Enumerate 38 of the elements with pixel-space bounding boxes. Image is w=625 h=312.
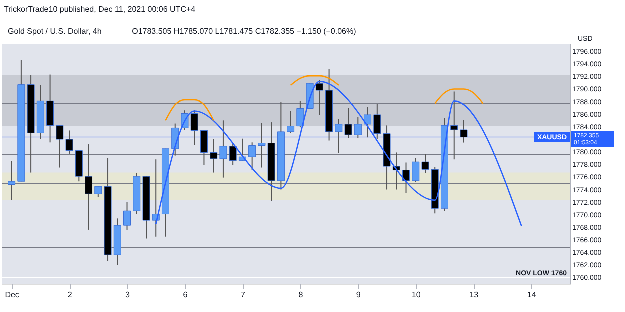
x-tick-label: 2: [68, 290, 73, 300]
candlestick: [85, 144, 93, 230]
candlestick: [229, 142, 237, 166]
chart-title: Gold Spot / U.S. Dollar, 4h: [8, 27, 102, 36]
candlestick: [412, 158, 420, 183]
candlestick: [56, 125, 64, 168]
candlestick: [354, 117, 362, 139]
candlestick: [335, 118, 343, 154]
candlestick: [8, 160, 16, 201]
x-tick-label: 9: [356, 290, 362, 300]
x-tick-label: 8: [298, 290, 304, 300]
chart-subtitle: O1783.505 H1785.070 L1781.475 C1782.355 −1.150 (−0.06%): [132, 27, 357, 36]
candlestick: [287, 110, 295, 134]
candlestick: [344, 108, 352, 139]
x-tick-label: 3: [126, 290, 131, 300]
x-tick-label: 14: [527, 290, 537, 300]
candlestick: [402, 162, 410, 194]
candlestick: [220, 120, 228, 178]
candlestick: [450, 91, 458, 160]
candlestick: [364, 106, 372, 138]
candlestick: [460, 120, 468, 144]
text: TrickorTrade10 published, Dec 11, 2021 00:06 UTC+4: [4, 5, 196, 14]
candlestick: [124, 202, 132, 230]
candlestick: [210, 138, 218, 174]
candlestick: [94, 186, 102, 198]
line-series: [155, 81, 522, 227]
candlestick: [248, 142, 256, 171]
x-tick-label: 6: [183, 290, 188, 300]
candlestick: [316, 80, 324, 116]
candlestick: [422, 153, 430, 174]
candlestick: [66, 130, 74, 154]
candlestick: [200, 130, 208, 166]
x-tick-label: 10: [412, 290, 422, 300]
candlestick: [374, 104, 382, 140]
x-tick-label: 13: [470, 290, 480, 300]
candlestick: [190, 110, 198, 146]
x-tick-label: Dec: [5, 290, 20, 300]
x-tick-label: 7: [240, 290, 246, 300]
